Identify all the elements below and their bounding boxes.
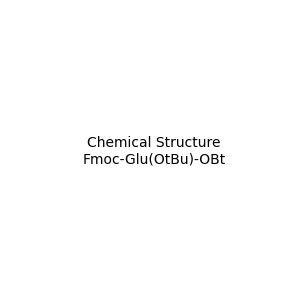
Text: Chemical Structure
Fmoc-Glu(OtBu)-OBt: Chemical Structure Fmoc-Glu(OtBu)-OBt (82, 136, 225, 166)
